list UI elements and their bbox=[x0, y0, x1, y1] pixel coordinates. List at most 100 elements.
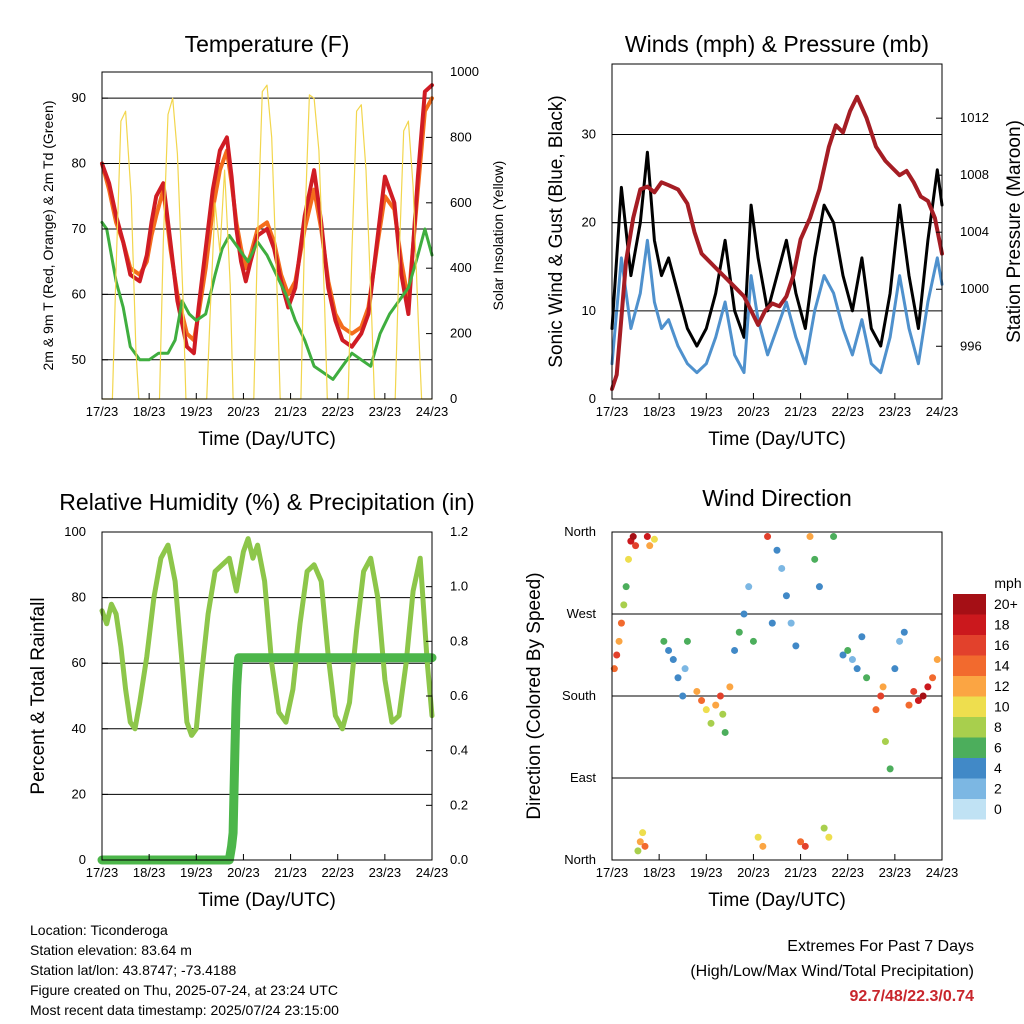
y-axis-label: Percent & Total Rainfall bbox=[28, 597, 49, 794]
direction-point bbox=[764, 533, 772, 541]
direction-point bbox=[839, 651, 847, 659]
direction-point bbox=[716, 692, 724, 700]
direction-point bbox=[745, 583, 753, 591]
direction-point bbox=[815, 583, 823, 591]
direction-point bbox=[629, 533, 637, 541]
x-tick-label: 20/23 bbox=[737, 865, 770, 880]
x-tick-label: 18/23 bbox=[133, 865, 166, 880]
x-tick-label: 21/23 bbox=[274, 865, 307, 880]
direction-point bbox=[617, 619, 625, 627]
plot-frame bbox=[101, 71, 433, 400]
y2-tick-label: 600 bbox=[450, 195, 472, 210]
y2-tick-label: 1004 bbox=[960, 224, 989, 239]
direction-point bbox=[863, 674, 871, 682]
direction-point bbox=[650, 535, 658, 543]
direction-point bbox=[782, 592, 790, 600]
direction-point bbox=[726, 683, 734, 691]
panel-1: Temperature (F) 17/23 18/23 19/23 20/23 21/23… bbox=[40, 31, 506, 450]
y-tick-label: West bbox=[567, 606, 597, 621]
legend-swatch bbox=[953, 799, 986, 820]
direction-point bbox=[844, 646, 852, 654]
panel-title: Winds (mph) & Pressure (mb) bbox=[625, 31, 929, 57]
extremes-subtitle: (High/Low/Max Wind/Total Precipitation) bbox=[690, 963, 974, 980]
direction-point bbox=[933, 656, 941, 664]
legend-swatch bbox=[953, 655, 986, 676]
direction-point bbox=[872, 706, 880, 714]
direction-point bbox=[811, 555, 819, 563]
direction-point bbox=[754, 833, 762, 841]
y-tick-label: 20 bbox=[72, 786, 86, 801]
direction-point bbox=[681, 665, 689, 673]
legend-swatch bbox=[953, 778, 986, 799]
panel-4: Wind Direction mph 20+ 18 16 14 12 10 8 6 4 2 0 17/23… bbox=[524, 485, 1022, 911]
extremes-title: Extremes For Past 7 Days bbox=[787, 938, 974, 955]
panel-title: Relative Humidity (%) & Precipitation (i… bbox=[59, 489, 474, 515]
direction-point bbox=[879, 683, 887, 691]
legend-label: 18 bbox=[994, 617, 1010, 633]
panel-3: Relative Humidity (%) & Precipitation (i… bbox=[28, 489, 475, 911]
y-tick-label: 50 bbox=[72, 352, 86, 367]
y-tick-label: South bbox=[562, 688, 596, 703]
series-dew bbox=[100, 220, 434, 381]
x-tick-label: 22/23 bbox=[321, 404, 354, 419]
x-axis-label: Time (Day/UTC) bbox=[708, 890, 846, 911]
x-tick-label: 21/23 bbox=[274, 404, 307, 419]
elevation-text: Station elevation: 83.64 m bbox=[30, 942, 192, 958]
x-tick-label: 23/23 bbox=[369, 404, 402, 419]
x-axis-label: Time (Day/UTC) bbox=[708, 429, 846, 450]
legend-swatch bbox=[953, 737, 986, 758]
x-tick-label: 19/23 bbox=[690, 865, 723, 880]
direction-point bbox=[634, 847, 642, 855]
y2-tick-label: 0.4 bbox=[450, 743, 468, 758]
legend-label: 10 bbox=[994, 699, 1010, 715]
direction-point bbox=[735, 628, 743, 636]
direction-point bbox=[740, 610, 748, 618]
direction-point bbox=[848, 656, 856, 664]
y2-tick-label: 1000 bbox=[450, 64, 479, 79]
direction-point bbox=[643, 533, 651, 541]
y2-tick-label: 200 bbox=[450, 326, 472, 341]
legend-swatch bbox=[953, 758, 986, 779]
direction-point bbox=[924, 683, 932, 691]
x-tick-label: 23/23 bbox=[879, 404, 912, 419]
y2-tick-label: 996 bbox=[960, 338, 982, 353]
y2-tick-label: 0 bbox=[450, 391, 457, 406]
x-tick-label: 24/23 bbox=[926, 865, 959, 880]
legend-label: 2 bbox=[994, 781, 1002, 797]
legend-title: mph bbox=[994, 575, 1021, 591]
y-tick-label: 100 bbox=[64, 524, 86, 539]
direction-point bbox=[773, 546, 781, 554]
x-tick-label: 19/23 bbox=[180, 865, 213, 880]
direction-point bbox=[825, 833, 833, 841]
direction-point bbox=[669, 656, 677, 664]
y2-tick-label: 1.2 bbox=[450, 524, 468, 539]
direction-point bbox=[646, 542, 654, 550]
y-tick-label: 80 bbox=[72, 590, 86, 605]
series-rh bbox=[99, 536, 435, 738]
y-tick-label: 60 bbox=[72, 286, 86, 301]
legend-label: 12 bbox=[994, 678, 1010, 694]
y2-tick-label: 400 bbox=[450, 260, 472, 275]
direction-point bbox=[919, 692, 927, 700]
y-tick-label: North bbox=[564, 524, 596, 539]
legend-swatch bbox=[953, 676, 986, 697]
legend-swatch bbox=[953, 594, 986, 615]
direction-point bbox=[622, 583, 630, 591]
direction-point bbox=[731, 646, 739, 654]
series-wind bbox=[610, 238, 944, 375]
x-tick-label: 18/23 bbox=[643, 865, 676, 880]
location-text: Location: Ticonderoga bbox=[30, 922, 168, 938]
speed-legend: mph 20+ 18 16 14 12 10 8 6 4 2 0 bbox=[953, 575, 1022, 820]
direction-point bbox=[914, 697, 922, 705]
direction-point bbox=[698, 697, 706, 705]
x-tick-label: 20/23 bbox=[227, 865, 260, 880]
direction-point bbox=[702, 706, 710, 714]
legend-label: 8 bbox=[994, 719, 1002, 735]
y-tick-label: 0 bbox=[79, 852, 86, 867]
meteogram-figure: Temperature (F) 17/23 18/23 19/23 20/23 21/23… bbox=[28, 31, 1024, 911]
x-tick-label: 24/23 bbox=[416, 865, 449, 880]
direction-point bbox=[792, 642, 800, 650]
direction-point bbox=[641, 842, 649, 850]
y-tick-label: 30 bbox=[582, 127, 596, 142]
series-solar bbox=[101, 84, 433, 400]
